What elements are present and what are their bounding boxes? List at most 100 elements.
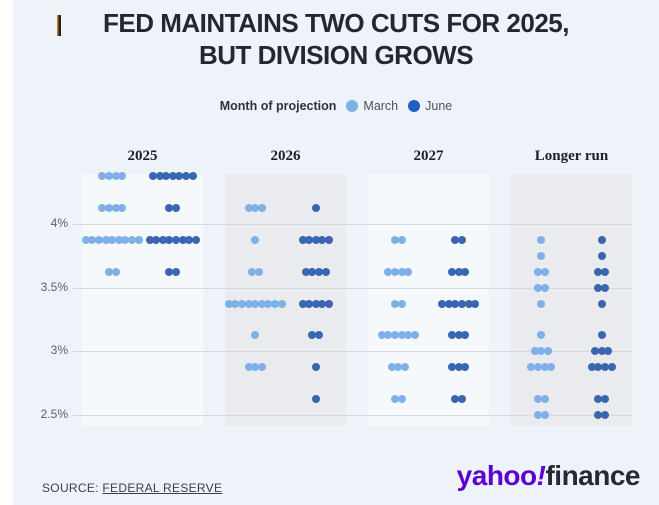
projection-dot — [134, 235, 143, 244]
legend: Month of projection March June — [13, 99, 659, 113]
projection-dot — [251, 235, 260, 244]
projection-dot — [311, 235, 320, 244]
projection-dot — [277, 299, 286, 308]
projection-dot — [158, 235, 167, 244]
gridline-3.5% — [72, 287, 633, 289]
source-prefix: SOURCE: — [42, 481, 103, 495]
projection-dot — [464, 299, 473, 308]
projection-dot — [597, 251, 606, 260]
legend-item-june-label: June — [425, 99, 453, 113]
projection-dot — [168, 172, 177, 181]
projection-dot — [533, 363, 542, 372]
projection-dot — [377, 331, 386, 340]
projection-dot — [172, 267, 181, 276]
projection-dot — [254, 267, 263, 276]
projection-dot — [404, 331, 413, 340]
projection-dot — [594, 395, 603, 404]
projection-dot — [400, 363, 409, 372]
projection-dot — [601, 395, 610, 404]
projection-dot — [305, 235, 314, 244]
projection-dot — [461, 331, 470, 340]
projection-dot — [597, 347, 606, 356]
projection-dot — [181, 172, 190, 181]
projection-dot — [244, 363, 253, 372]
screen-artifact — [57, 15, 61, 36]
projection-dot — [390, 235, 399, 244]
projection-dot — [540, 283, 549, 292]
projection-dot — [178, 235, 187, 244]
projection-dot — [155, 172, 164, 181]
projection-dot — [448, 363, 457, 372]
projection-dot — [527, 363, 536, 372]
chart-title-line1: FED MAINTAINS TWO CUTS FOR 2025, — [103, 8, 570, 38]
projection-dot — [318, 235, 327, 244]
projection-dot — [390, 267, 399, 276]
projection-dot — [394, 363, 403, 372]
projection-dot — [104, 267, 113, 276]
projection-dot — [308, 267, 317, 276]
projection-dot — [175, 172, 184, 181]
projection-dot — [98, 204, 107, 213]
logo-exclamation: ! — [536, 460, 546, 491]
projection-dot — [594, 363, 603, 372]
projection-dot — [537, 347, 546, 356]
projection-dot — [533, 410, 542, 419]
projection-dot — [145, 235, 154, 244]
projection-dot — [607, 363, 616, 372]
source-link[interactable]: FEDERAL RESERVE — [102, 481, 223, 495]
projection-dot — [315, 267, 324, 276]
chart-title: FED MAINTAINS TWO CUTS FOR 2025, BUT DIV… — [13, 8, 659, 71]
projection-dot — [114, 235, 123, 244]
projection-dot — [128, 235, 137, 244]
panel-2025 — [82, 174, 203, 426]
projection-dot — [397, 299, 406, 308]
projection-dot — [537, 299, 546, 308]
projection-dot — [118, 204, 127, 213]
projection-dot — [404, 267, 413, 276]
yahoo-finance-logo: yahoo!finance — [456, 460, 641, 492]
logo-brand-text: yahoo — [456, 460, 537, 491]
projection-dot — [271, 299, 280, 308]
projection-dot — [540, 267, 549, 276]
projection-dot — [257, 363, 266, 372]
projection-dot — [188, 172, 197, 181]
projection-dot — [384, 267, 393, 276]
march-legend-dot-icon — [346, 100, 359, 112]
projection-dot — [251, 299, 260, 308]
projection-dot — [251, 204, 260, 213]
projection-dot — [601, 267, 610, 276]
projection-dot — [257, 204, 266, 213]
projection-dot — [191, 235, 200, 244]
projection-dot — [264, 299, 273, 308]
projection-dot — [451, 299, 460, 308]
projection-dot — [471, 299, 480, 308]
projection-dot — [543, 347, 552, 356]
projection-dot — [594, 410, 603, 419]
projection-dot — [247, 267, 256, 276]
y-axis-tick-label: 3.5% — [40, 279, 68, 294]
projection-dot — [454, 363, 463, 372]
projection-dot — [390, 299, 399, 308]
projection-dot — [165, 235, 174, 244]
projection-dot — [587, 363, 596, 372]
projection-dot — [104, 172, 113, 181]
projection-dot — [387, 363, 396, 372]
projection-dot — [251, 331, 260, 340]
projection-dot — [95, 235, 104, 244]
projection-dot — [172, 204, 181, 213]
projection-dot — [321, 267, 330, 276]
projection-dot — [165, 204, 174, 213]
projection-dot — [601, 363, 610, 372]
projection-dot — [298, 299, 307, 308]
projection-dot — [88, 235, 97, 244]
projection-dot — [111, 172, 120, 181]
projection-dot — [165, 267, 174, 276]
projection-dot — [438, 299, 447, 308]
y-axis-tick-label: 3% — [50, 343, 68, 358]
projection-dot — [224, 299, 233, 308]
panel-longer-run — [511, 174, 632, 426]
projection-dot — [111, 204, 120, 213]
projection-dot — [537, 331, 546, 340]
projection-dot — [311, 204, 320, 213]
projection-dot — [257, 299, 266, 308]
